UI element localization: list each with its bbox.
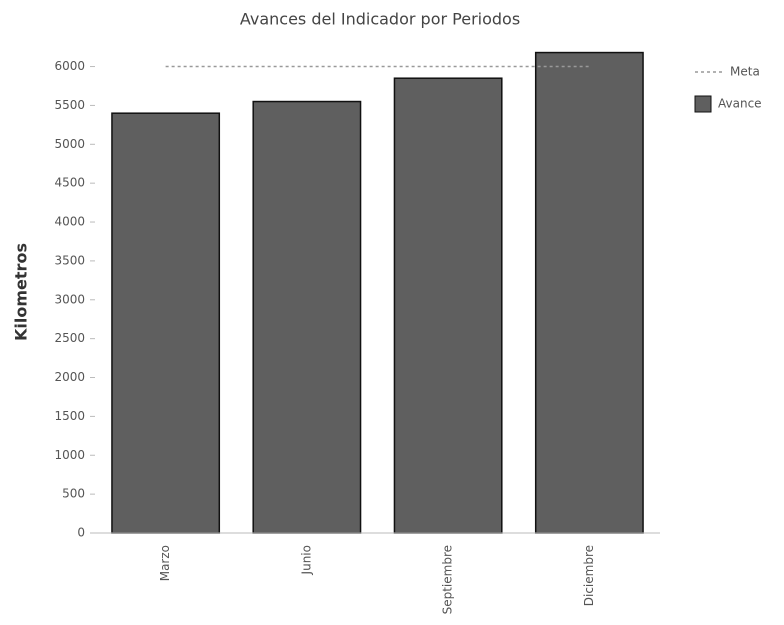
y-tick-label: 1500: [54, 409, 85, 423]
x-tick-label: Diciembre: [582, 545, 596, 606]
legend-swatch: [694, 95, 712, 113]
bar: [111, 112, 221, 534]
y-tick-label: 2000: [54, 370, 85, 384]
y-tick-label: 5000: [54, 137, 85, 151]
y-tick-label: 3500: [54, 253, 85, 267]
y-tick-label: 2500: [54, 331, 85, 345]
y-tick-label: 4000: [54, 215, 85, 229]
legend-label: Avance: [718, 97, 762, 111]
y-axis-label: Kilometros: [12, 243, 31, 341]
y-tick-label: 0: [77, 526, 85, 540]
x-tick-label: Junio: [299, 545, 313, 575]
legend-label: Meta: [730, 65, 760, 79]
bar: [534, 51, 644, 534]
chart-title: Avances del Indicador por Periodos: [240, 10, 520, 29]
y-tick-label: 4500: [54, 176, 85, 190]
y-tick-label: 1000: [54, 448, 85, 462]
x-tick-label: Marzo: [158, 545, 172, 581]
x-tick-label: Septiembre: [441, 545, 455, 614]
y-tick-label: 500: [62, 487, 85, 501]
y-tick-label: 3000: [54, 292, 85, 306]
bar: [393, 77, 503, 534]
bar: [252, 100, 362, 534]
y-tick-label: 6000: [54, 59, 85, 73]
y-tick-label: 5500: [54, 98, 85, 112]
